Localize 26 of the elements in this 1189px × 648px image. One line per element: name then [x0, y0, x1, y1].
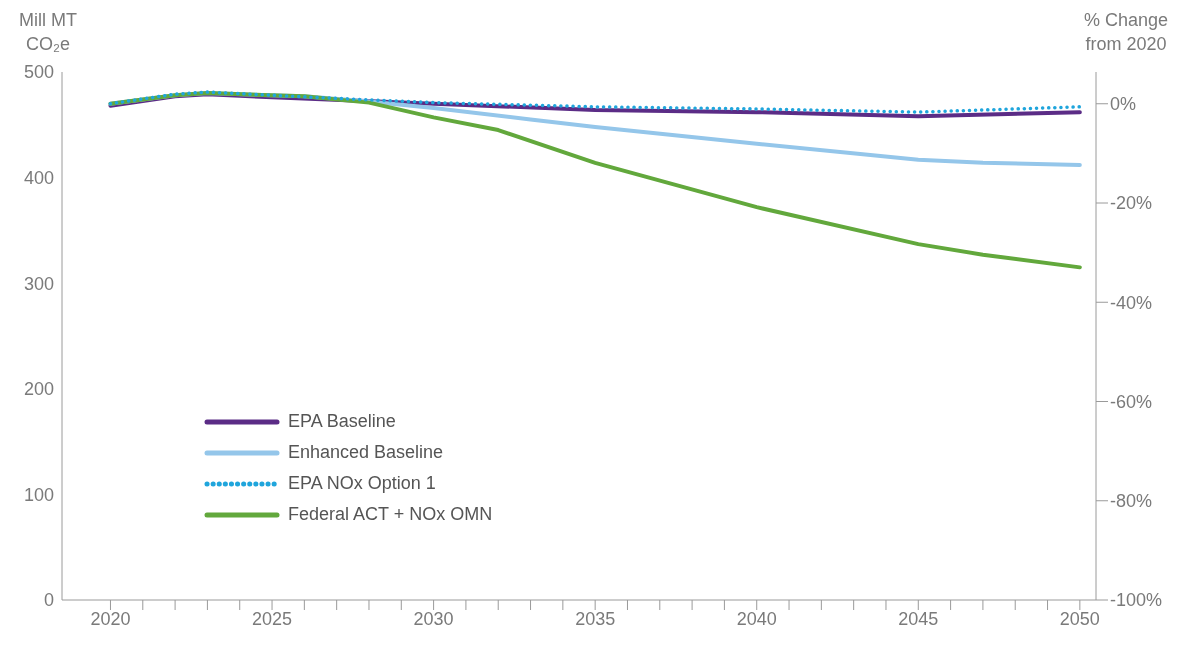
y-tick-label: 500: [23, 62, 54, 83]
y2-tick-label: -80%: [1110, 491, 1153, 512]
y-axis-title: Mill MT CO₂e: [18, 9, 78, 56]
y2-tick-label: 0%: [1110, 94, 1137, 115]
legend-label: EPA NOx Option 1: [288, 472, 436, 495]
y-tick-label: 300: [23, 273, 54, 294]
x-tick-label: 2040: [736, 608, 777, 629]
y-tick-label: 100: [23, 484, 54, 505]
x-tick-label: 2050: [1059, 608, 1100, 629]
y-tick-label: 400: [23, 167, 54, 188]
x-tick-label: 2035: [575, 608, 616, 629]
y2-tick-label: -20%: [1110, 193, 1153, 214]
y2-tick-label: -100%: [1110, 590, 1163, 611]
legend-label: Enhanced Baseline: [288, 441, 444, 464]
legend-label: Federal ACT + NOx OMN: [288, 503, 493, 526]
x-tick-label: 2030: [413, 608, 454, 629]
line-series: [108, 90, 1082, 114]
y-tick-label: 200: [23, 379, 54, 400]
x-tick-label: 2020: [90, 608, 131, 629]
y2-axis-title: % Change from 2020: [1082, 9, 1170, 56]
y2-tick-label: -40%: [1110, 292, 1153, 313]
y-tick-label: 0: [43, 590, 54, 611]
x-tick-label: 2045: [898, 608, 939, 629]
legend-label: EPA Baseline: [288, 410, 396, 433]
y2-tick-label: -60%: [1110, 391, 1153, 412]
x-tick-label: 2025: [252, 608, 293, 629]
